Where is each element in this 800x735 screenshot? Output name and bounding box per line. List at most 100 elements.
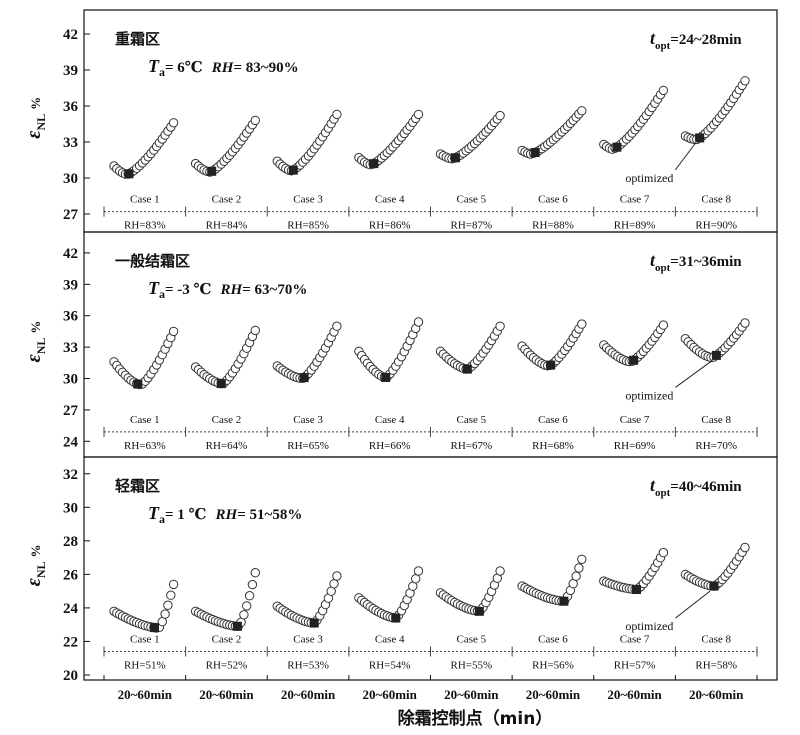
topt-sub: opt	[655, 262, 671, 274]
rh-case-label: RH=89%	[614, 220, 656, 232]
optimized-point	[695, 133, 705, 143]
data-point	[168, 326, 179, 337]
case-label: Case 2	[212, 194, 242, 206]
rh-case-label: RH=56%	[532, 659, 574, 671]
series-case-8: Case 8 RH=70% optimized	[625, 318, 750, 452]
rh-case-label: RH=87%	[450, 220, 492, 232]
chart-x-axis: 20~60min 20~60min 20~60min 20~60min 20~60min…	[103, 675, 758, 702]
y-axis-label: εNL%	[23, 97, 48, 139]
optimized-point	[299, 373, 309, 383]
data-point	[577, 319, 587, 329]
optimized-point	[546, 360, 556, 370]
y-tick-label: 36	[63, 99, 79, 115]
ta-symbol: T	[148, 56, 160, 76]
case-label: Case 5	[456, 414, 486, 426]
optimized-annotation: optimized	[625, 388, 673, 402]
region-label: 轻霜区	[115, 477, 160, 495]
rh-case-label: RH=84%	[206, 220, 248, 232]
rh-case-label: RH=90%	[695, 220, 737, 232]
data-point	[495, 566, 505, 576]
series-case-2: Case 2 RH=84%	[190, 115, 261, 232]
case-label: Case 7	[620, 414, 650, 426]
y-label-main: ε	[23, 354, 45, 363]
rh-case-label: RH=55%	[450, 659, 492, 671]
x-tick-label: 20~60min	[199, 687, 254, 702]
y-tick-label: 39	[63, 277, 78, 293]
optimized-point	[309, 618, 319, 628]
y-axis-label: εNL%	[23, 321, 48, 363]
optimized-point	[369, 159, 379, 169]
optimized-annotation: optimized	[625, 619, 673, 633]
data-point	[571, 571, 581, 581]
panel-2: 24 27 30 33 36 39 42 εNL% 一般结霜区 Ta= -3 ℃ RH= 63~70…	[23, 231, 778, 458]
case-label: Case 1	[130, 633, 160, 645]
case-label: Case 2	[212, 633, 242, 645]
series-case-5: Case 5 RH=87%	[435, 110, 505, 232]
ta-value: = 6℃	[165, 60, 203, 76]
y-label-main: ε	[23, 577, 45, 586]
topt-value: =24~28min	[670, 32, 742, 48]
data-point	[332, 571, 342, 581]
optimized-point	[612, 142, 622, 152]
rh-case-label: RH=88%	[532, 220, 574, 232]
data-point	[247, 579, 258, 590]
y-tick-label: 24	[63, 434, 79, 450]
series-case-6: Case 6 RH=88%	[517, 106, 587, 232]
optimized-point	[450, 153, 460, 163]
x-tick-label: 20~60min	[689, 687, 744, 702]
data-point	[495, 321, 505, 331]
optimized-annotation: optimized	[625, 171, 673, 185]
rh-case-label: RH=58%	[695, 659, 737, 671]
rh-case-label: RH=85%	[287, 220, 329, 232]
y-tick-label: 36	[63, 309, 79, 325]
rh-case-label: RH=83%	[124, 220, 166, 232]
series-case-5: Case 5 RH=67%	[435, 321, 505, 452]
rh-case-label: RH=53%	[287, 659, 329, 671]
rh-value: = 83~90%	[233, 60, 298, 76]
data-point	[495, 110, 505, 121]
ta-sub: a	[159, 65, 165, 79]
topt-value: =40~46min	[670, 479, 742, 495]
case-label: Case 4	[375, 414, 405, 426]
optimized-pointer	[674, 142, 697, 171]
optimized-point	[391, 613, 401, 623]
series-case-3: Case 3 RH=85%	[272, 109, 342, 232]
y-tick-label: 30	[63, 171, 78, 187]
series-case-3: Case 3 RH=53%	[272, 571, 342, 671]
optimized-point	[124, 169, 134, 179]
y-tick-label: 42	[63, 27, 78, 43]
data-point	[244, 591, 255, 601]
data-point	[411, 574, 421, 584]
x-tick-label: 20~60min	[526, 687, 581, 702]
case-label: Case 6	[538, 633, 568, 645]
data-point	[658, 85, 669, 96]
rh-symbol: RH	[220, 282, 244, 298]
data-point	[740, 542, 750, 553]
data-point	[329, 579, 339, 589]
topt-value: =31~36min	[670, 254, 742, 270]
topt-sub: opt	[655, 487, 671, 499]
case-label: Case 5	[456, 633, 486, 645]
case-label: Case 5	[456, 194, 486, 206]
optimized-point	[632, 585, 641, 594]
case-label: Case 4	[375, 194, 405, 206]
optimized-point	[629, 355, 639, 365]
series-case-6: Case 6 RH=68%	[517, 319, 587, 452]
series-case-6: Case 6 RH=56%	[517, 554, 587, 671]
y-label-main: ε	[23, 130, 45, 139]
data-point	[413, 317, 424, 327]
y-tick-label: 30	[63, 500, 78, 516]
y-label-sub: NL	[34, 561, 48, 578]
optimized-pointer	[675, 360, 713, 388]
optimized-point	[133, 379, 143, 389]
data-point	[740, 76, 750, 86]
topt-label: topt=40~46min	[650, 475, 742, 499]
x-tick-label: 20~60min	[281, 687, 336, 702]
x-tick-label: 20~60min	[362, 687, 417, 702]
y-label-unit: %	[28, 321, 43, 334]
data-point	[168, 579, 179, 590]
region-label: 一般结霜区	[115, 252, 190, 270]
y-tick-label: 26	[63, 567, 79, 583]
data-point	[166, 590, 176, 600]
